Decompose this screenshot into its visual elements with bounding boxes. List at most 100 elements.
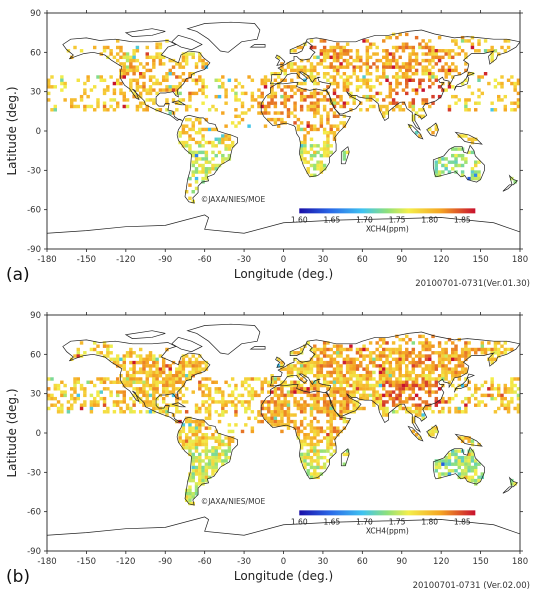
xch4-cell: [336, 433, 340, 437]
xch4-cell: [319, 117, 324, 122]
xch4-cell: [194, 160, 199, 164]
xch4-cell: [152, 357, 156, 362]
xch4-cell: [362, 347, 366, 352]
xch4-cell: [313, 111, 317, 115]
xch4-cell: [227, 436, 232, 440]
xch4-cell: [299, 347, 304, 352]
xch4-cell: [322, 341, 327, 345]
xch4-cell: [352, 367, 356, 371]
xch4-cell: [309, 104, 314, 109]
xch4-cell: [460, 400, 465, 404]
xch4-cell: [165, 85, 169, 89]
xch4-cell: [431, 55, 435, 60]
xch4-cell: [280, 78, 284, 82]
x-tick-label: 30: [318, 255, 329, 265]
xch4-cell: [516, 91, 521, 96]
xch4-cell: [296, 383, 301, 388]
xch4-cell: [112, 403, 117, 407]
xch4-cell: [444, 465, 448, 470]
xch4-cell: [342, 390, 347, 394]
xch4-cell: [125, 72, 130, 76]
xch4-cell: [395, 65, 399, 69]
xch4-cell: [395, 62, 399, 66]
xch4-cell: [257, 101, 261, 105]
xch4-cell: [388, 360, 393, 365]
xch4-cell: [171, 383, 176, 388]
xch4-cell: [322, 396, 327, 401]
xch4-cell: [474, 163, 478, 168]
xch4-cell: [234, 387, 238, 391]
xch4-cell: [152, 390, 156, 394]
xch4-cell: [198, 482, 202, 486]
xch4-cell: [368, 94, 373, 99]
xch4-cell: [418, 360, 422, 365]
xch4-cell: [204, 426, 209, 430]
xch4-cell: [165, 98, 169, 102]
xch4-cell: [306, 94, 310, 99]
xch4-cell: [214, 94, 218, 99]
xch4-cell: [221, 137, 225, 141]
xch4-cell: [326, 426, 330, 430]
xch4-cell: [309, 357, 314, 362]
xch4-cell: [178, 377, 182, 381]
xch4-cell: [132, 52, 136, 56]
xch4-cell: [201, 472, 205, 476]
xch4-cell: [158, 42, 163, 46]
xch4-cell: [217, 452, 222, 457]
xch4-cell: [464, 465, 468, 470]
xch4-cell: [257, 410, 261, 414]
xch4-cell: [467, 465, 471, 470]
xch4-cell: [319, 98, 324, 102]
xch4-cell: [359, 383, 363, 388]
xch4-cell: [309, 65, 314, 69]
xch4-cell: [460, 360, 465, 365]
xch4-cell: [355, 75, 360, 79]
xch4-cell: [414, 91, 419, 96]
xch4-cell: [385, 35, 389, 40]
xch4-cell: [148, 387, 153, 391]
xch4-cell: [142, 380, 146, 384]
xch4-cell: [405, 62, 409, 66]
xch4-cell: [267, 390, 271, 394]
xch4-cell: [365, 98, 370, 102]
xch4-cell: [424, 390, 429, 394]
coastline: [269, 331, 521, 433]
xch4-cell: [309, 62, 314, 66]
xch4-cell: [474, 176, 478, 181]
xch4-cell: [47, 81, 51, 86]
xch4-cell: [378, 357, 383, 362]
xch4-cell: [175, 410, 179, 414]
xch4-cell: [214, 163, 218, 168]
xch4-cell: [106, 410, 110, 414]
xch4-cell: [457, 472, 462, 476]
xch4-cell: [296, 400, 301, 404]
xch4-cell: [145, 364, 149, 368]
xch4-cell: [428, 341, 432, 345]
xch4-cell: [441, 396, 445, 401]
xch4-cell: [388, 85, 393, 89]
xch4-cell: [286, 383, 291, 388]
xch4-cell: [224, 442, 228, 447]
xch4-cell: [306, 360, 310, 365]
xch4-cell: [145, 400, 149, 404]
xch4-cell: [240, 403, 245, 407]
xch4-cell: [214, 439, 218, 443]
xch4-cell: [408, 351, 412, 355]
xch4-cell: [267, 406, 271, 411]
xch4-cell: [447, 170, 452, 174]
xch4-cell: [401, 49, 406, 53]
xch4-cell: [329, 406, 333, 411]
xch4-cell: [414, 88, 419, 92]
xch4-cell: [388, 88, 393, 92]
xch4-cell: [247, 390, 251, 394]
xch4-cell: [460, 436, 465, 440]
xch4-cell: [322, 436, 327, 440]
xch4-cell: [132, 94, 136, 99]
xch4-cell: [444, 354, 448, 358]
xch4-cell: [487, 341, 491, 345]
xch4-cell: [477, 475, 481, 480]
xch4-cell: [408, 55, 412, 60]
xch4-cell: [414, 364, 419, 368]
xch4-cell: [214, 452, 218, 457]
xch4-cell: [152, 406, 156, 411]
